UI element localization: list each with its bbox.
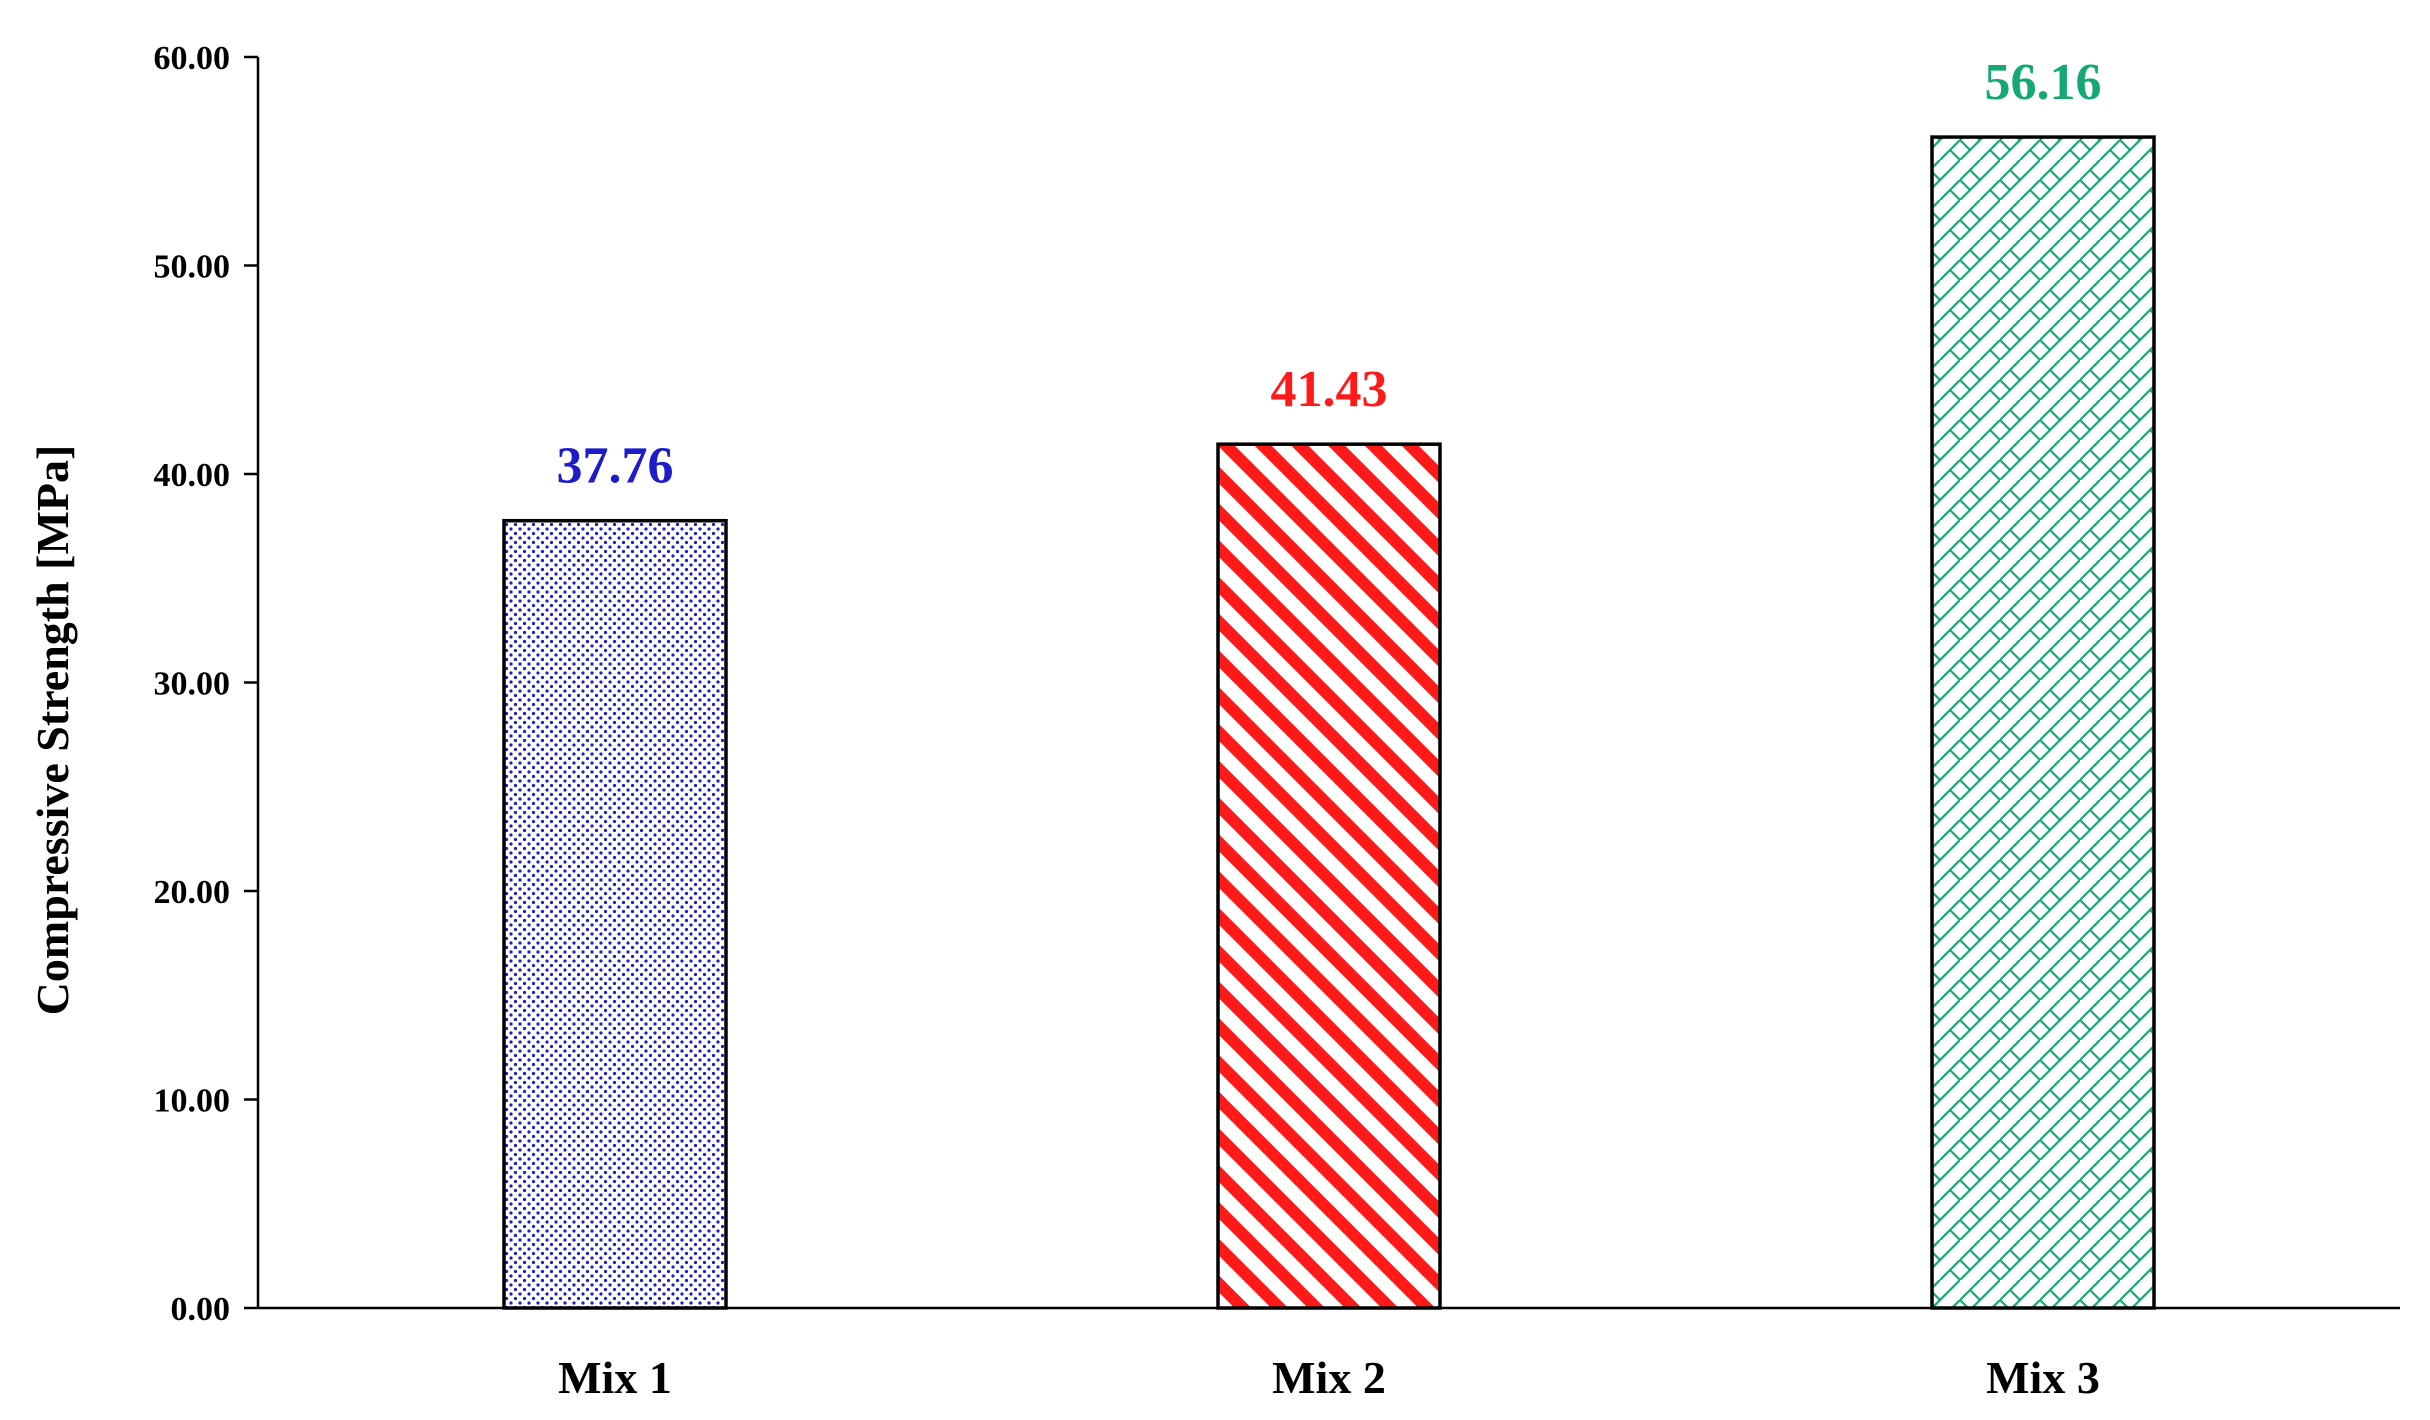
x-axis: Mix 1 Mix 2 Mix 3 — [258, 1306, 2400, 1403]
x-tick-label: Mix 1 — [558, 1352, 672, 1403]
y-tick-label: 0.00 — [171, 1291, 231, 1328]
y-tick-label: 40.00 — [154, 457, 231, 494]
bar-mix-1 — [502, 518, 728, 1310]
y-tick-label: 50.00 — [154, 249, 231, 286]
y-tick-label: 10.00 — [154, 1083, 231, 1120]
y-axis: 0.00 10.00 20.00 30.00 40.00 50.00 60.00 — [154, 40, 260, 1328]
bars: 37.76 41.43 56.16 — [502, 54, 2156, 1310]
y-tick-label: 30.00 — [154, 666, 231, 703]
y-tick-label: 60.00 — [154, 40, 231, 77]
value-label: 37.76 — [557, 438, 674, 495]
value-label: 41.43 — [1271, 361, 1388, 418]
bar-mix-2 — [1216, 442, 1442, 1310]
x-tick-label: Mix 3 — [1986, 1352, 2100, 1403]
bar-mix-3 — [1930, 135, 2156, 1310]
y-axis-title: Compressive Strength [MPa] — [27, 445, 78, 1016]
y-tick-label: 20.00 — [154, 874, 231, 911]
x-tick-label: Mix 2 — [1272, 1352, 1386, 1403]
value-label: 56.16 — [1985, 54, 2102, 111]
